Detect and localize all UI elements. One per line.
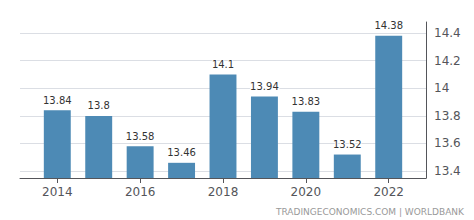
svg-text:13.6: 13.6: [434, 136, 461, 150]
svg-text:14: 14: [434, 81, 449, 95]
svg-text:2016: 2016: [125, 185, 156, 199]
svg-text:13.8: 13.8: [434, 109, 461, 123]
svg-text:14.4: 14.4: [434, 26, 461, 40]
svg-text:2018: 2018: [208, 185, 239, 199]
svg-text:13.94: 13.94: [250, 81, 279, 92]
svg-text:2020: 2020: [291, 185, 322, 199]
svg-text:14.2: 14.2: [434, 54, 461, 68]
svg-text:2014: 2014: [42, 185, 73, 199]
svg-text:13.4: 13.4: [434, 164, 461, 178]
svg-text:13.8: 13.8: [88, 100, 110, 111]
svg-text:13.58: 13.58: [126, 131, 155, 142]
svg-text:13.83: 13.83: [292, 96, 321, 107]
svg-text:13.52: 13.52: [333, 139, 362, 150]
svg-text:13.84: 13.84: [43, 95, 72, 106]
svg-text:13.46: 13.46: [167, 147, 196, 158]
svg-text:TRADINGECONOMICS.COM | WORLDBA: TRADINGECONOMICS.COM | WORLDBANK: [275, 207, 465, 217]
svg-text:14.1: 14.1: [212, 59, 234, 70]
svg-text:2022: 2022: [373, 185, 404, 199]
svg-text:14.38: 14.38: [374, 20, 403, 31]
